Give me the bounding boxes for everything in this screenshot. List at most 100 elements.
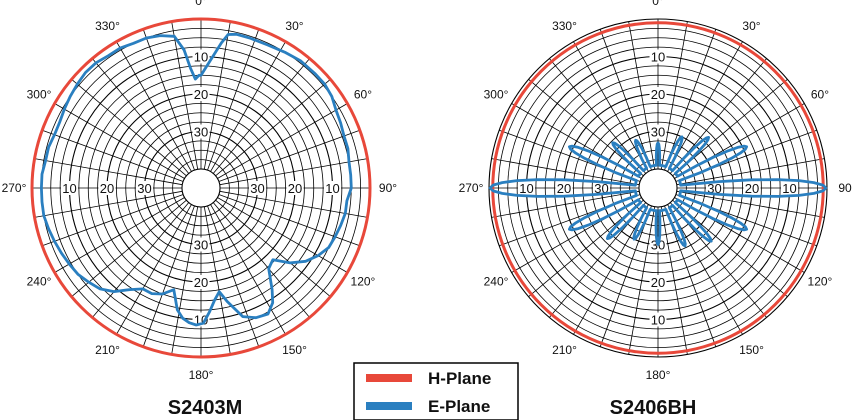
angle-label: 300°	[27, 88, 52, 102]
radial-tick-label-bg	[518, 181, 535, 195]
center-hole	[181, 168, 221, 208]
radial-tick-label: 10	[782, 181, 796, 196]
radial-tick-label-bg	[61, 181, 78, 195]
angle-label: 60°	[811, 88, 829, 102]
series-e-plane	[40, 32, 353, 327]
angle-label: 180°	[646, 368, 671, 382]
radial-tick-label-bg	[192, 87, 210, 101]
radial-tick-label: 10	[194, 50, 208, 65]
grid-ring	[610, 140, 706, 236]
radial-tick-label: 10	[651, 313, 665, 328]
radial-tick-label: 20	[194, 87, 208, 102]
radial-tick-label-bg	[286, 181, 304, 195]
radial-tick-label: 30	[194, 238, 208, 253]
radial-tick-label: 30	[194, 125, 208, 140]
radial-tick-label-bg	[192, 124, 210, 139]
radial-tick-label-bg	[192, 312, 210, 327]
grid-ring	[619, 149, 697, 227]
radial-tick-label-bg	[593, 181, 610, 195]
radial-tick-label: 30	[137, 181, 151, 196]
radial-tick-label-bg	[192, 49, 210, 64]
grid-ring	[497, 27, 819, 349]
radial-tick-label-bg	[192, 275, 210, 289]
radial-tick-label: 10	[62, 181, 76, 196]
angle-label: 90	[838, 181, 852, 195]
radial-tick-label-bg	[555, 181, 573, 195]
radial-tick-label: 30	[250, 181, 264, 196]
radial-tick-label-bg	[743, 181, 761, 195]
grid-ring	[78, 65, 324, 311]
series-e-plane	[488, 135, 828, 248]
chart-title-s2403m: S2403M	[168, 397, 243, 419]
angle-label: 330°	[95, 19, 120, 33]
grid-ring	[134, 121, 268, 255]
radial-tick-label: 20	[557, 181, 571, 196]
angle-label: 240°	[27, 275, 52, 289]
radial-tick-label-bg	[706, 181, 723, 195]
series-h-plane	[491, 21, 825, 355]
angle-label: 270°	[459, 181, 484, 195]
angle-label: 120°	[808, 275, 833, 289]
legend-label-e-plane: E-Plane	[428, 397, 490, 416]
legend: H-Plane E-Plane	[353, 362, 519, 420]
radial-tick-label: 20	[651, 87, 665, 102]
polar-chart-s2403m: 1010101020202020303030300°30°60°90°120°1…	[2, 0, 398, 382]
radial-tick-label: 10	[519, 181, 533, 196]
grid-ring	[507, 37, 809, 339]
grid-ring	[582, 112, 734, 264]
grid-ring	[554, 84, 762, 292]
grid-ring	[535, 65, 781, 311]
radial-tick-label-bg	[649, 49, 667, 64]
angle-label: 150°	[282, 343, 307, 357]
angle-label: 330°	[552, 19, 577, 33]
radial-tick-label: 10	[651, 50, 665, 65]
chart-title-s2406bh: S2406BH	[610, 397, 697, 419]
radial-tick-label-bg	[192, 237, 210, 252]
radial-tick-label: 20	[651, 275, 665, 290]
radial-tick-label-bg	[98, 181, 116, 195]
angle-label: 120°	[351, 275, 376, 289]
radial-tick-label-bg	[649, 275, 667, 289]
angle-label: 240°	[484, 275, 509, 289]
radial-tick-label-bg	[324, 181, 341, 195]
grid-ring	[544, 74, 772, 302]
series-h-plane	[30, 17, 372, 359]
radial-tick-label: 10	[325, 181, 339, 196]
radial-tick-label-bg	[649, 124, 667, 139]
grid-ring	[516, 46, 800, 330]
angle-label: 90°	[379, 181, 397, 195]
radial-tick-label: 20	[745, 181, 759, 196]
grid-ring	[115, 102, 287, 274]
radial-tick-label: 20	[288, 181, 302, 196]
angle-label: 210°	[552, 343, 577, 357]
angle-label: 30°	[285, 19, 303, 33]
radial-tick-label-bg	[249, 181, 266, 195]
angle-label: 30°	[742, 19, 760, 33]
radial-tick-label: 20	[194, 275, 208, 290]
angle-label: 0°	[195, 0, 207, 8]
grid-ring	[172, 159, 230, 217]
grid-ring	[572, 102, 744, 274]
polar-chart-s2406bh: 1010101020202020303030300°30°60°90120°15…	[459, 0, 852, 382]
radial-tick-label-bg	[781, 181, 798, 195]
angle-label: 0°	[652, 0, 664, 8]
radial-tick-label-bg	[649, 312, 667, 327]
grid-ring	[591, 121, 725, 255]
grid-ring	[629, 159, 687, 217]
grid-ring	[125, 112, 277, 264]
radial-tick-label: 30	[651, 125, 665, 140]
legend-swatch-e-plane	[366, 402, 412, 410]
angle-label: 210°	[95, 343, 120, 357]
angle-label: 180°	[189, 368, 214, 382]
grid-ring	[59, 46, 343, 330]
radial-tick-label-bg	[136, 181, 153, 195]
angle-label: 60°	[354, 88, 372, 102]
legend-box	[353, 362, 519, 420]
grid-ring	[162, 149, 240, 227]
radial-tick-label-bg	[649, 87, 667, 101]
legend-label-h-plane: H-Plane	[428, 369, 491, 388]
center-hole	[638, 168, 678, 208]
angle-label: 270°	[2, 181, 27, 195]
